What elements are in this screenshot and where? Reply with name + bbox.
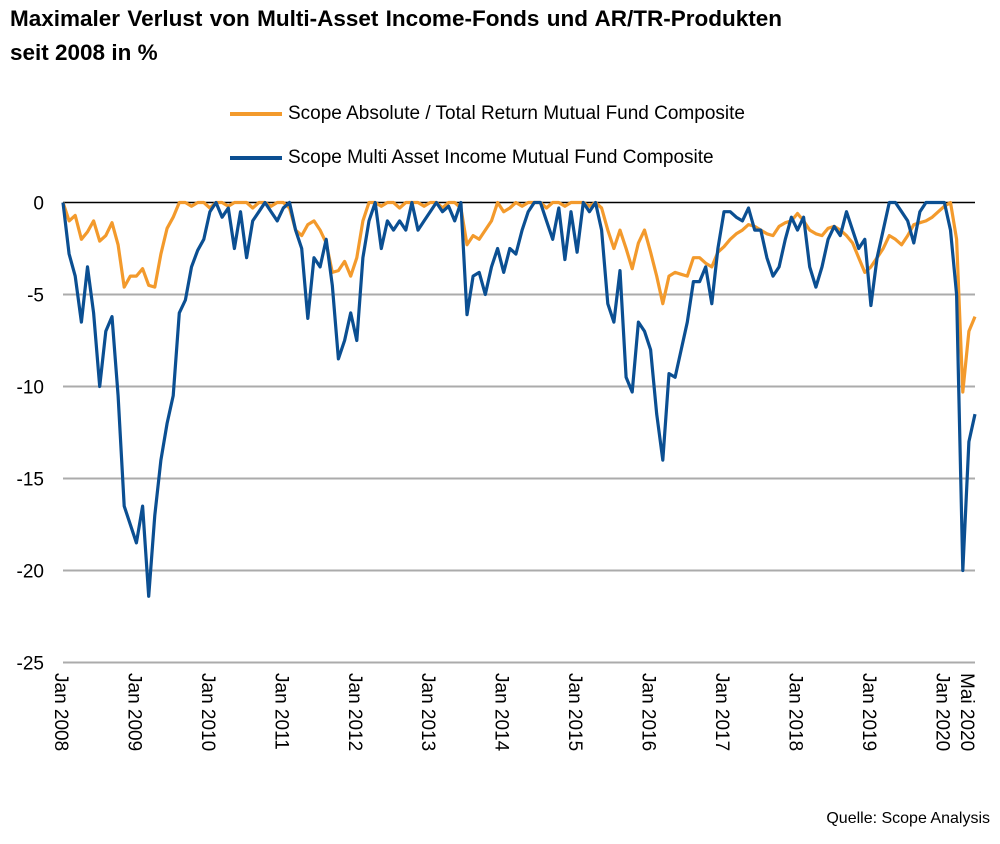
series-line-multi-asset-income — [61, 200, 977, 598]
chart-title: Maximaler Verlust von Multi-Asset Income… — [10, 6, 782, 65]
legend-label-ar-tr: Scope Absolute / Total Return Mutual Fun… — [288, 103, 745, 124]
x-tick-label: Jan 2009 — [123, 673, 144, 751]
x-tick-label: Jan 2008 — [50, 673, 71, 751]
x-tick-label: Jan 2019 — [858, 673, 879, 751]
x-tick-label: Jan 2017 — [711, 673, 732, 751]
legend-swatch-orange — [230, 112, 282, 116]
x-tick-label: Jan 2010 — [197, 673, 218, 751]
y-tick-label: -5 — [27, 286, 44, 307]
source-note: Quelle: Scope Analysis — [826, 810, 990, 827]
legend-swatch-blue — [230, 156, 282, 160]
x-axis-ticks: Jan 2008 Jan 2009 Jan 2010 Jan 2011 Jan 2012… — [50, 673, 977, 752]
legend-item-ar-tr: Scope Absolute / Total Return Mutual Fun… — [230, 92, 745, 136]
legend-label-multi-asset-income: Scope Multi Asset Income Mutual Fund Com… — [288, 147, 714, 168]
x-tick-label: Jan 2012 — [344, 673, 365, 751]
x-tick-label: Mai 2020 — [956, 673, 977, 751]
x-tick-label: Jan 2013 — [417, 673, 438, 751]
gridlines — [63, 201, 975, 664]
x-tick-label: Jan 2016 — [638, 673, 659, 751]
y-tick-label: -20 — [17, 562, 44, 583]
series-lines — [61, 200, 977, 598]
y-tick-label: -15 — [17, 470, 44, 491]
y-axis-ticks: 0 -5 -10 -15 -20 -25 — [17, 194, 44, 675]
x-tick-label: Jan 2014 — [491, 673, 512, 752]
y-tick-label: -25 — [17, 654, 44, 675]
y-tick-label: -10 — [17, 378, 44, 399]
x-tick-label: Jan 2011 — [270, 673, 291, 750]
legend-item-multi-asset-income: Scope Multi Asset Income Mutual Fund Com… — [230, 136, 745, 180]
legend: Scope Absolute / Total Return Mutual Fun… — [230, 92, 745, 180]
x-tick-label: Jan 2020 — [931, 673, 952, 751]
x-tick-label: Jan 2018 — [784, 673, 805, 751]
x-tick-label: Jan 2015 — [564, 673, 585, 751]
y-tick-label: 0 — [33, 194, 44, 215]
